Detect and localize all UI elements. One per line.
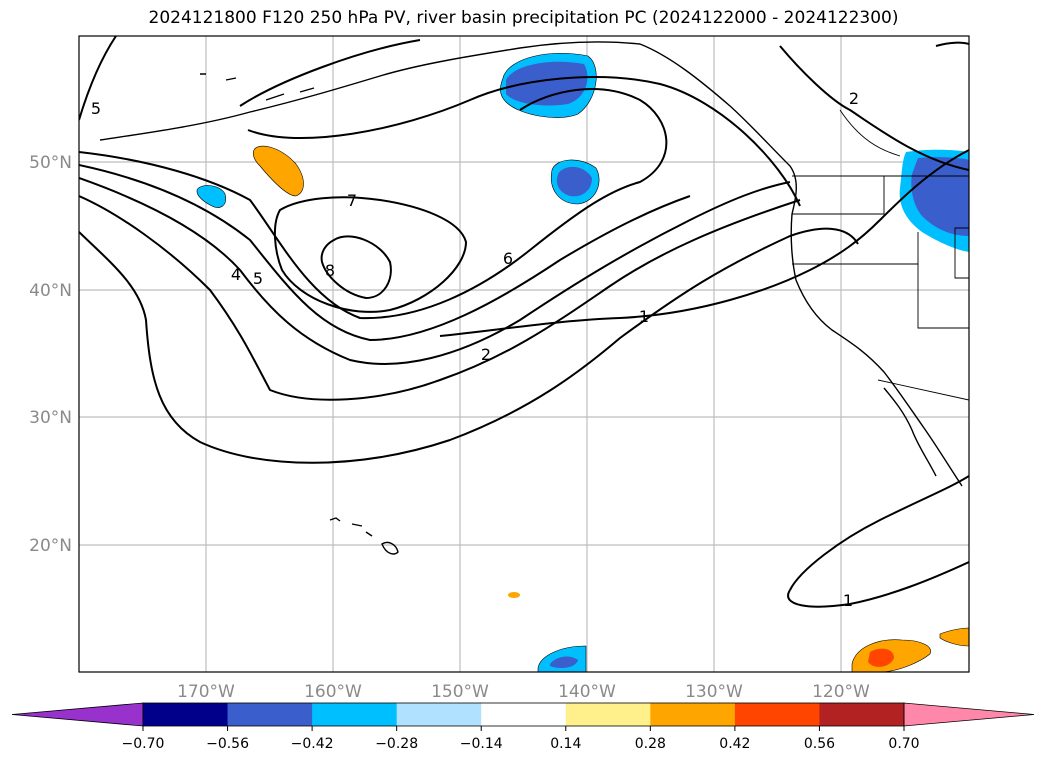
lon-label: 150°W — [431, 682, 489, 702]
colorbar-segment — [312, 703, 398, 726]
contour-label: 2 — [849, 89, 859, 108]
colorbar-extend-high — [903, 702, 1035, 727]
lon-labels: 170°W 160°W 150°W 140°W 130°W 120°W — [177, 682, 870, 702]
contour-label: 7 — [347, 191, 357, 210]
colorbar-segment — [565, 703, 651, 726]
plot-title: 2024121800 F120 250 hPa PV, river basin … — [148, 8, 899, 28]
colorbar-border — [142, 702, 905, 727]
contour-label: 6 — [503, 249, 513, 268]
colorbar-tick-label: 0.42 — [719, 736, 750, 752]
colorbar-tick-label: −0.70 — [122, 736, 165, 752]
colorbar-tick-label: 0.14 — [550, 736, 581, 752]
colorbar-segment — [481, 703, 567, 726]
political-borders — [792, 109, 969, 401]
contour-label: 2 — [481, 345, 491, 364]
contour-label: 5 — [91, 99, 101, 118]
map-panel — [79, 36, 969, 672]
lon-label: 130°W — [685, 682, 743, 702]
colorbar-segment — [396, 703, 482, 726]
lon-label: 170°W — [177, 682, 235, 702]
colorbar-segment — [819, 703, 905, 726]
coastlines — [99, 41, 963, 555]
colorbar-tick-label: −0.28 — [375, 736, 418, 752]
precip-shading — [196, 53, 969, 672]
contour-labels: 5 7 8 4 5 6 2 1 2 1 — [91, 89, 859, 610]
lat-label: 20°N — [29, 536, 72, 556]
colorbar-segment — [227, 703, 313, 726]
contour-label: 5 — [253, 269, 263, 288]
colorbar-ticks: −0.70 −0.56 −0.42 −0.28 −0.14 0.14 0.28 0.42 0.5… — [122, 726, 920, 752]
gridlines — [79, 36, 969, 672]
map-border — [78, 35, 970, 673]
colorbar-segment — [143, 703, 229, 726]
lon-label: 120°W — [812, 682, 870, 702]
lat-label: 40°N — [29, 281, 72, 301]
lat-labels: 50°N 40°N 30°N 20°N — [29, 153, 72, 556]
pv-contours — [79, 36, 969, 608]
lat-label: 50°N — [29, 153, 72, 173]
colorbar-segment — [650, 703, 736, 726]
colorbar-tick-label: −0.42 — [291, 736, 334, 752]
contour-label: 8 — [325, 261, 335, 280]
colorbar — [11, 702, 1035, 727]
colorbar-tick-label: −0.14 — [460, 736, 503, 752]
contour-label: 1 — [843, 591, 853, 610]
contour-label: 4 — [231, 265, 241, 284]
colorbar-tick-label: −0.56 — [206, 736, 249, 752]
colorbar-segment — [734, 703, 820, 726]
colorbar-tick-label: 0.56 — [804, 736, 835, 752]
colorbar-tick-label: 0.28 — [635, 736, 666, 752]
contour-label: 1 — [639, 307, 649, 326]
colorbar-extend-low — [11, 702, 144, 727]
lon-label: 140°W — [558, 682, 616, 702]
colorbar-tick-label: 0.70 — [888, 736, 919, 752]
lon-label: 160°W — [304, 682, 362, 702]
lat-label: 30°N — [29, 408, 72, 428]
